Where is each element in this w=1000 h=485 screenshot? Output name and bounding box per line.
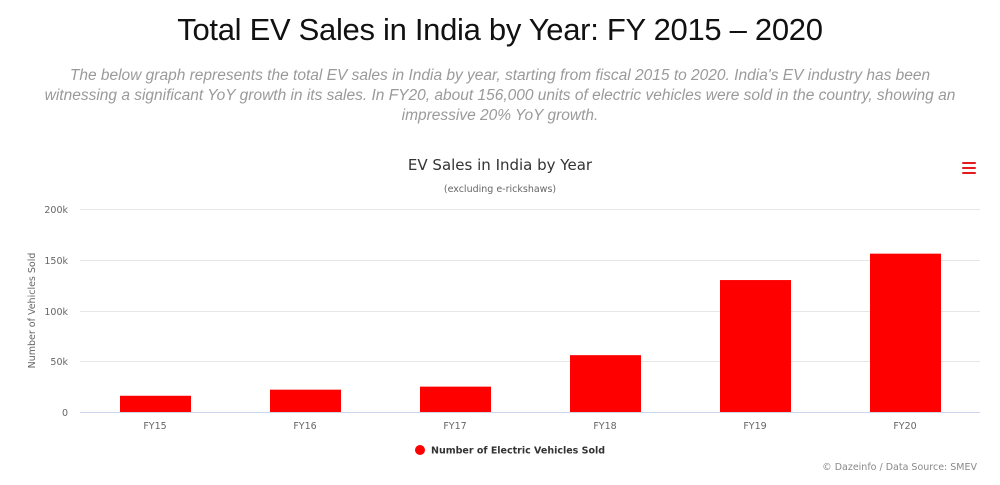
x-tick-label: FY15 xyxy=(143,421,166,432)
chart-svg: EV Sales in India by Year (excluding e-r… xyxy=(27,156,980,473)
grid-layer xyxy=(80,209,980,362)
chart-title: EV Sales in India by Year xyxy=(408,156,593,174)
x-tick-label: FY20 xyxy=(893,421,916,432)
x-tick-label: FY16 xyxy=(293,421,316,432)
page-title: Total EV Sales in India by Year: FY 2015… xyxy=(177,12,823,47)
legend-label: Number of Electric Vehicles Sold xyxy=(431,446,605,457)
menu-line-icon xyxy=(962,167,976,169)
y-tick-label: 0 xyxy=(62,408,68,419)
bar-layer xyxy=(120,253,941,412)
y-axis-label: Number of Vehicles Sold xyxy=(27,253,38,369)
bar-fy18[interactable] xyxy=(570,355,641,412)
bar-fy19[interactable] xyxy=(720,280,791,412)
x-tick-label: FY17 xyxy=(443,421,466,432)
legend[interactable]: Number of Electric Vehicles Sold xyxy=(415,445,605,457)
bar-fy15[interactable] xyxy=(120,395,191,412)
bar-fy16[interactable] xyxy=(270,389,341,412)
credits[interactable]: © Dazeinfo / Data Source: SMEV xyxy=(822,462,977,473)
chart-subtitle: (excluding e-rickshaws) xyxy=(444,184,556,195)
y-tick-label: 100k xyxy=(44,307,68,318)
x-tick-label: FY19 xyxy=(743,421,766,432)
x-axis-ticks: FY15 FY16 FY17 FY18 FY19 FY20 xyxy=(143,421,916,432)
menu-line-icon xyxy=(962,172,976,174)
x-tick-label: FY18 xyxy=(593,421,616,432)
y-tick-label: 200k xyxy=(44,205,68,216)
legend-marker xyxy=(415,445,425,455)
chart-container: EV Sales in India by Year (excluding e-r… xyxy=(0,140,1000,485)
bar-fy17[interactable] xyxy=(420,386,491,412)
y-tick-label: 150k xyxy=(44,256,68,267)
y-axis-ticks: 0 50k 100k 150k 200k xyxy=(44,205,68,419)
hamburger-menu-icon[interactable] xyxy=(962,162,976,176)
bar-fy20[interactable] xyxy=(870,253,941,412)
y-tick-label: 50k xyxy=(50,357,68,368)
menu-line-icon xyxy=(962,162,976,164)
page-subtitle: The below graph represents the total EV … xyxy=(44,67,956,124)
